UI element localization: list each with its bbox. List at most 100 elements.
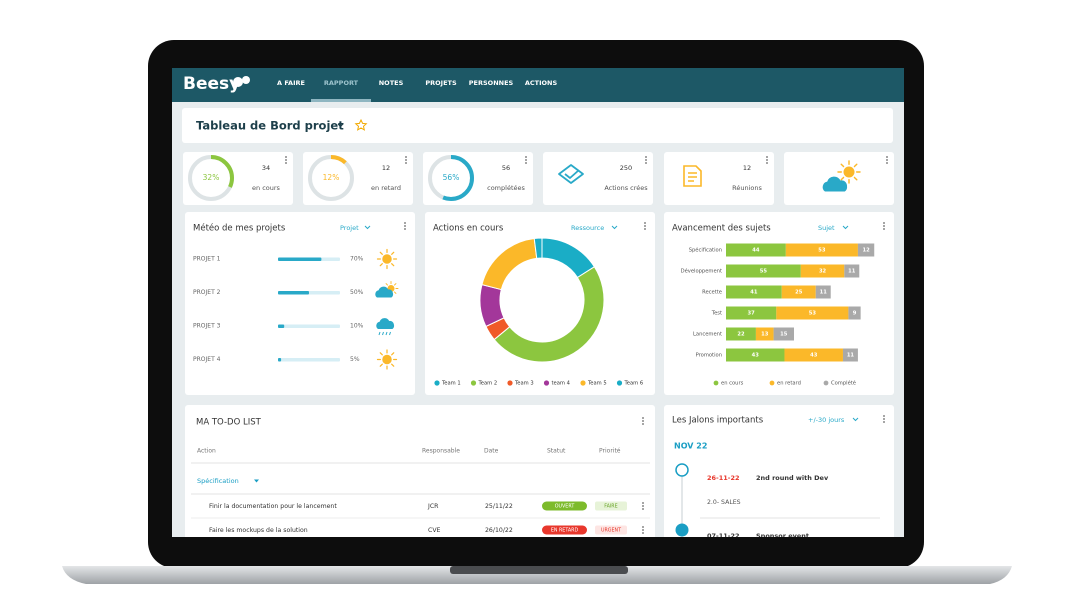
cloud-icon [376,318,395,329]
action-text[interactable]: Faire les mockups de la solution [209,527,308,534]
kpi-card [303,152,413,205]
menu-dot[interactable] [644,222,646,224]
menu-dot[interactable] [642,417,644,419]
group-caret[interactable] [254,479,259,483]
menu-dot[interactable] [285,162,287,164]
bar-segment [773,327,794,341]
bar-value-label: 15 [780,332,788,338]
project-name: PROJET 1 [193,256,221,263]
sun-ray [391,251,395,255]
kpi-label: Réunions [732,184,762,192]
widget-filter[interactable]: Projet [340,224,359,232]
menu-dot[interactable] [525,156,527,158]
page-title: Tableau de Bord projet [196,119,344,133]
menu-dot[interactable] [285,159,287,161]
screen: Beesy A FAIRE RAPPORT NOTES PROJETS PERSONNES… [172,68,904,540]
progress-track [278,324,340,328]
bar-segment [726,243,786,257]
meetings-icon [683,165,702,187]
menu-dot[interactable] [642,532,644,534]
menu-dot[interactable] [883,225,885,227]
menu-dot[interactable] [645,162,647,164]
legend-swatch [616,380,623,386]
widget-filter[interactable]: Sujet [818,224,835,232]
column-header: Action [197,448,216,455]
menu-dot[interactable] [642,423,644,425]
dropdown-chevron[interactable] [852,417,859,422]
bar-segment [776,306,849,320]
bar-value-label: 32 [819,269,827,275]
menu-dot[interactable] [644,225,646,227]
menu-dot[interactable] [642,529,644,531]
nav-item[interactable]: PERSONNES [469,79,514,87]
nav-item[interactable]: ACTIONS [525,79,558,87]
milestone-title[interactable]: Sponsor event [756,532,809,540]
menu-dot[interactable] [525,162,527,164]
menu-dot[interactable] [285,156,287,158]
bar-value-label: 55 [760,269,768,275]
menu-dot[interactable] [404,228,406,230]
dropdown-chevron[interactable] [364,225,371,230]
dropdown-chevron[interactable] [611,225,618,230]
menu-dot[interactable] [644,228,646,230]
menu-dot[interactable] [645,159,647,161]
legend-label: Team 2 [478,381,498,387]
owner: CVE [428,527,441,534]
bar-value-label: 9 [853,311,857,317]
rain-drop [378,331,381,336]
menu-dot[interactable] [766,159,768,161]
menu-dot[interactable] [886,156,888,158]
menu-dot[interactable] [645,156,647,158]
nav-item[interactable]: NOTES [379,79,404,87]
menu-dot[interactable] [405,159,407,161]
widget-filter[interactable]: Ressource [571,224,604,232]
menu-dot[interactable] [766,162,768,164]
legend-label: Team 5 [587,381,607,387]
project-name: PROJET 3 [193,323,221,330]
menu-dot[interactable] [886,159,888,161]
menu-dot[interactable] [642,508,644,510]
menu-dot[interactable] [883,418,885,420]
menu-dot[interactable] [883,415,885,417]
nav-item[interactable]: A FAIRE [277,79,305,87]
dropdown-chevron[interactable] [842,225,849,230]
priority-badge [595,525,627,535]
menu-dot[interactable] [642,502,644,504]
gauge-label: 56% [443,173,460,182]
favorite-star[interactable] [354,118,368,131]
bar-segment [784,348,843,362]
nav-item[interactable]: PROJETS [425,79,457,87]
nav-item[interactable]: RAPPORT [324,79,359,87]
bar-value-label: 13 [761,332,769,338]
menu-dot[interactable] [642,505,644,507]
rain-drop [385,331,388,336]
menu-dot[interactable] [766,156,768,158]
milestone-title[interactable]: 2nd round with Dev [756,474,829,482]
menu-dot[interactable] [405,162,407,164]
dropdown-chevron[interactable] [337,123,344,128]
progress-bar [278,358,282,362]
menu-dot[interactable] [404,222,406,224]
action-text[interactable]: Finir la documentation pour le lancement [209,503,337,510]
legend-swatch [823,380,829,386]
bar-category: Développement [681,268,722,275]
weather-widget [185,212,415,395]
sun-ray [840,163,845,168]
bar-value-label: 22 [737,332,745,338]
menu-dot[interactable] [883,421,885,423]
menu-dot[interactable] [404,225,406,227]
bar-segment [800,264,845,278]
menu-dot[interactable] [883,228,885,230]
status: OUVERT [555,504,575,510]
menu-dot[interactable] [883,222,885,224]
menu-dot[interactable] [642,526,644,528]
menu-dot[interactable] [525,159,527,161]
widget-filter[interactable]: +/-30 jours [808,416,845,424]
menu-dot[interactable] [886,162,888,164]
bar-segment [726,348,785,362]
milestone-tag: 2.0- SALES [707,499,741,506]
group-label[interactable]: Spécification [197,477,239,485]
menu-dot[interactable] [642,420,644,422]
rain-drop [382,331,384,336]
menu-dot[interactable] [405,156,407,158]
